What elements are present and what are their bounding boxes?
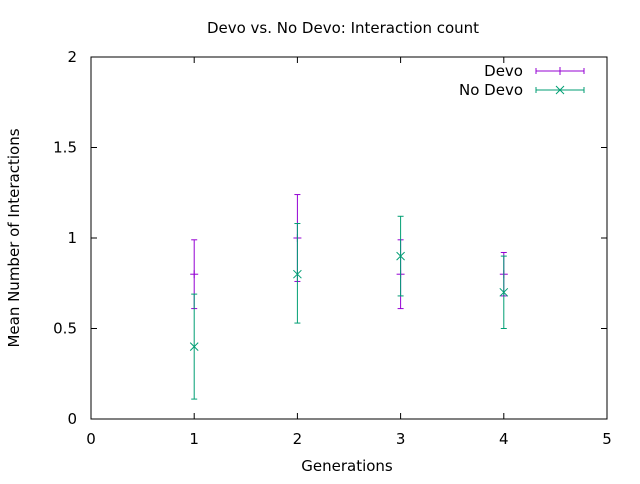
data-point-1-b bbox=[396, 251, 405, 261]
x-tick-label: 5 bbox=[602, 430, 612, 448]
y-tick-label: 2 bbox=[67, 48, 77, 66]
x-tick-label: 1 bbox=[189, 430, 199, 448]
legend-label-0: Devo bbox=[484, 62, 523, 80]
chart-title: Devo vs. No Devo: Interaction count bbox=[207, 19, 479, 37]
y-tick-label: 1 bbox=[67, 229, 77, 247]
legend-label-1: No Devo bbox=[459, 81, 523, 99]
y-tick-label: 0 bbox=[67, 410, 77, 428]
data-point-1-b bbox=[293, 269, 302, 279]
y-axis-label: Mean Number of Interactions bbox=[5, 128, 23, 347]
x-tick-label: 3 bbox=[396, 430, 406, 448]
x-tick-label: 2 bbox=[293, 430, 303, 448]
plot-frame bbox=[90, 56, 608, 420]
x-tick-label: 4 bbox=[499, 430, 509, 448]
legend-marker-1-b bbox=[555, 85, 565, 95]
data-point-1-b bbox=[499, 287, 509, 297]
x-tick-label: 0 bbox=[86, 430, 96, 448]
x-axis-label: Generations bbox=[301, 457, 393, 475]
data-point-1-b bbox=[189, 342, 199, 351]
y-tick-label: 1.5 bbox=[53, 139, 77, 157]
y-tick-label: 0.5 bbox=[53, 320, 77, 338]
